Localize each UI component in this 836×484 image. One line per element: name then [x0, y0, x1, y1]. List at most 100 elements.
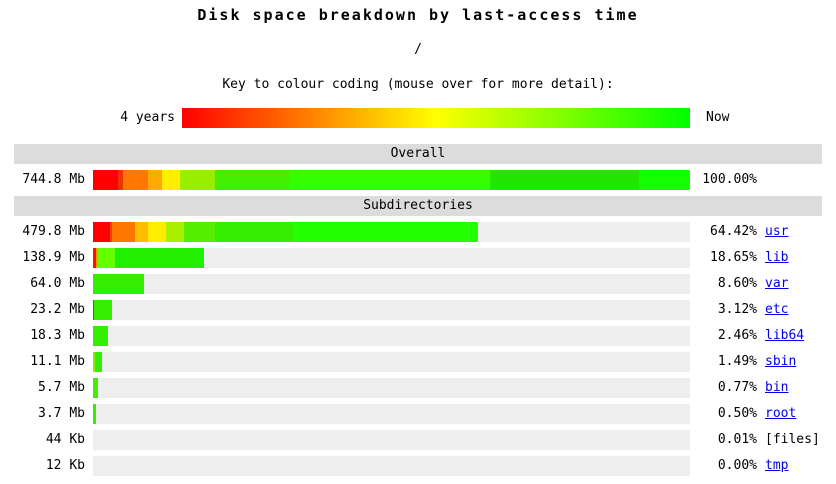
row-usage-bar[interactable]: [93, 300, 690, 320]
disk-usage-report: Disk space breakdown by last-access time…: [0, 7, 836, 476]
bar-age-segment: [93, 352, 96, 372]
bar-age-segment: [115, 248, 205, 268]
row-percent: 0.00%: [717, 458, 757, 473]
bar-age-segment: [134, 222, 148, 242]
subdirectory-link[interactable]: lib64: [765, 328, 805, 343]
overall-row: 744.8 Mb 100.00%: [0, 170, 836, 190]
bar-age-segment: [165, 222, 184, 242]
row-usage-bar[interactable]: [93, 274, 690, 294]
row-percent: 0.01%: [717, 432, 757, 447]
bar-age-segment: [183, 222, 215, 242]
bar-age-segment: [147, 170, 162, 190]
bar-age-segment: [289, 170, 490, 190]
row-size: 5.7 Mb: [38, 380, 85, 395]
bar-age-segment: [179, 170, 215, 190]
row-percent: 2.46%: [717, 328, 757, 343]
row-usage-bar[interactable]: [93, 170, 690, 190]
bar-age-segment: [93, 274, 145, 294]
color-key-old-label: 4 years: [120, 110, 175, 125]
row-percent: 1.49%: [717, 354, 757, 369]
row-name: etc: [765, 300, 788, 320]
row-size: 12 Kb: [45, 458, 85, 473]
row-percent: 64.42%: [710, 224, 757, 239]
subdirectory-link[interactable]: tmp: [765, 458, 789, 473]
row-name: usr: [765, 222, 788, 242]
row-usage-bar[interactable]: [93, 378, 690, 398]
subdirectory-link[interactable]: etc: [765, 302, 789, 317]
row-usage-bar[interactable]: [93, 248, 690, 268]
bar-age-segment: [95, 248, 98, 268]
bar-age-segment: [95, 352, 102, 372]
subdirectory-link[interactable]: bin: [765, 380, 789, 395]
bar-age-segment: [93, 170, 119, 190]
subdirectory-link[interactable]: lib: [765, 250, 789, 265]
bar-age-segment: [292, 222, 478, 242]
subdirectory-link[interactable]: usr: [765, 224, 789, 239]
table-row: 138.9 Mb 18.65% lib: [0, 248, 836, 268]
current-path: /: [414, 42, 422, 57]
bar-age-segment: [93, 248, 96, 268]
bar-age-segment: [489, 170, 640, 190]
bar-age-segment: [110, 222, 112, 242]
subdirectory-link[interactable]: var: [765, 276, 789, 291]
row-size: 479.8 Mb: [22, 224, 85, 239]
row-size: 44 Kb: [45, 432, 85, 447]
table-row: 64.0 Mb 8.60% var: [0, 274, 836, 294]
subdirectory-link[interactable]: root: [765, 406, 797, 421]
bar-age-segment: [639, 170, 690, 190]
row-usage-bar[interactable]: [93, 222, 690, 242]
bar-age-segment: [214, 222, 293, 242]
row-name: sbin: [765, 352, 796, 372]
bar-age-segment: [98, 248, 115, 268]
row-name: root: [765, 404, 796, 424]
bar-age-segment: [93, 404, 96, 424]
color-key-now-label: Now: [706, 110, 730, 125]
row-percent: 18.65%: [710, 250, 757, 265]
row-percent: 8.60%: [717, 276, 757, 291]
row-size: 3.7 Mb: [38, 406, 85, 421]
table-row: 479.8 Mb 64.42% usr: [0, 222, 836, 242]
table-row: 12 Kb 0.00% tmp: [0, 456, 836, 476]
row-size: 744.8 Mb: [22, 172, 85, 187]
row-usage-bar[interactable]: [93, 352, 690, 372]
page-title: Disk space breakdown by last-access time: [197, 6, 639, 24]
bar-age-segment: [161, 170, 180, 190]
bar-age-segment: [94, 300, 112, 320]
section-header-subdirectories: Subdirectories: [14, 196, 822, 216]
table-row: 3.7 Mb 0.50% root: [0, 404, 836, 424]
bar-age-segment: [93, 300, 94, 320]
color-key-caption: Key to colour coding (mouse over for mor…: [222, 77, 614, 92]
row-name: [files]: [765, 432, 820, 447]
row-usage-bar[interactable]: [93, 430, 690, 450]
row-size: 138.9 Mb: [22, 250, 85, 265]
table-row: 5.7 Mb 0.77% bin: [0, 378, 836, 398]
row-usage-bar[interactable]: [93, 404, 690, 424]
subdirectory-link[interactable]: sbin: [765, 354, 797, 369]
row-name: lib64: [765, 326, 804, 346]
row-name: bin: [765, 378, 788, 398]
table-row: 23.2 Mb 3.12% etc: [0, 300, 836, 320]
row-size: 64.0 Mb: [30, 276, 85, 291]
bar-age-segment: [118, 170, 123, 190]
row-usage-bar[interactable]: [93, 456, 690, 476]
row-percent: 100.00%: [702, 172, 757, 187]
row-size: 18.3 Mb: [30, 328, 85, 343]
color-key-gradient[interactable]: [182, 108, 690, 128]
bar-age-segment: [93, 326, 108, 346]
row-percent: 3.12%: [717, 302, 757, 317]
row-name: tmp: [765, 456, 788, 476]
table-row: 44 Kb 0.01% [files]: [0, 430, 836, 450]
bar-age-segment: [147, 222, 166, 242]
table-row: 11.1 Mb 1.49% sbin: [0, 352, 836, 372]
bar-age-segment: [111, 222, 135, 242]
bar-age-segment: [122, 170, 148, 190]
bar-age-segment: [93, 378, 98, 398]
row-percent: 0.77%: [717, 380, 757, 395]
bar-age-segment: [214, 170, 290, 190]
row-size: 23.2 Mb: [30, 302, 85, 317]
table-row: 18.3 Mb 2.46% lib64: [0, 326, 836, 346]
bar-age-segment: [93, 222, 110, 242]
subdirectory-rows: 479.8 Mb 64.42% usr 138.9 Mb 18.65% lib 64.0 M…: [0, 222, 836, 476]
row-usage-bar[interactable]: [93, 326, 690, 346]
row-size: 11.1 Mb: [30, 354, 85, 369]
